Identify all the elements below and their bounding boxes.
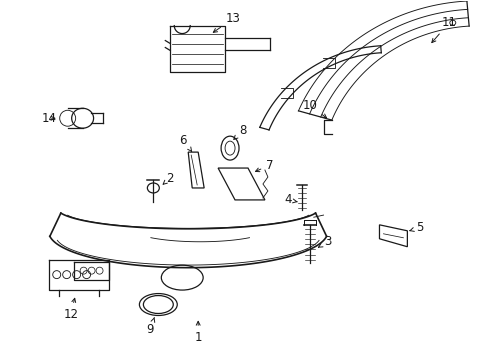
Text: 10: 10 (302, 99, 326, 118)
Text: 5: 5 (409, 221, 422, 234)
Text: 8: 8 (233, 124, 246, 139)
Text: 9: 9 (146, 318, 154, 336)
Text: 1: 1 (194, 321, 202, 344)
Text: 6: 6 (179, 134, 191, 152)
Text: 4: 4 (284, 193, 297, 206)
Text: 11: 11 (431, 16, 456, 42)
Text: 3: 3 (318, 235, 331, 248)
Text: 7: 7 (255, 158, 273, 172)
Text: 2: 2 (163, 171, 174, 185)
Text: 14: 14 (41, 112, 56, 125)
Text: 13: 13 (213, 12, 240, 32)
Text: 12: 12 (63, 298, 78, 321)
